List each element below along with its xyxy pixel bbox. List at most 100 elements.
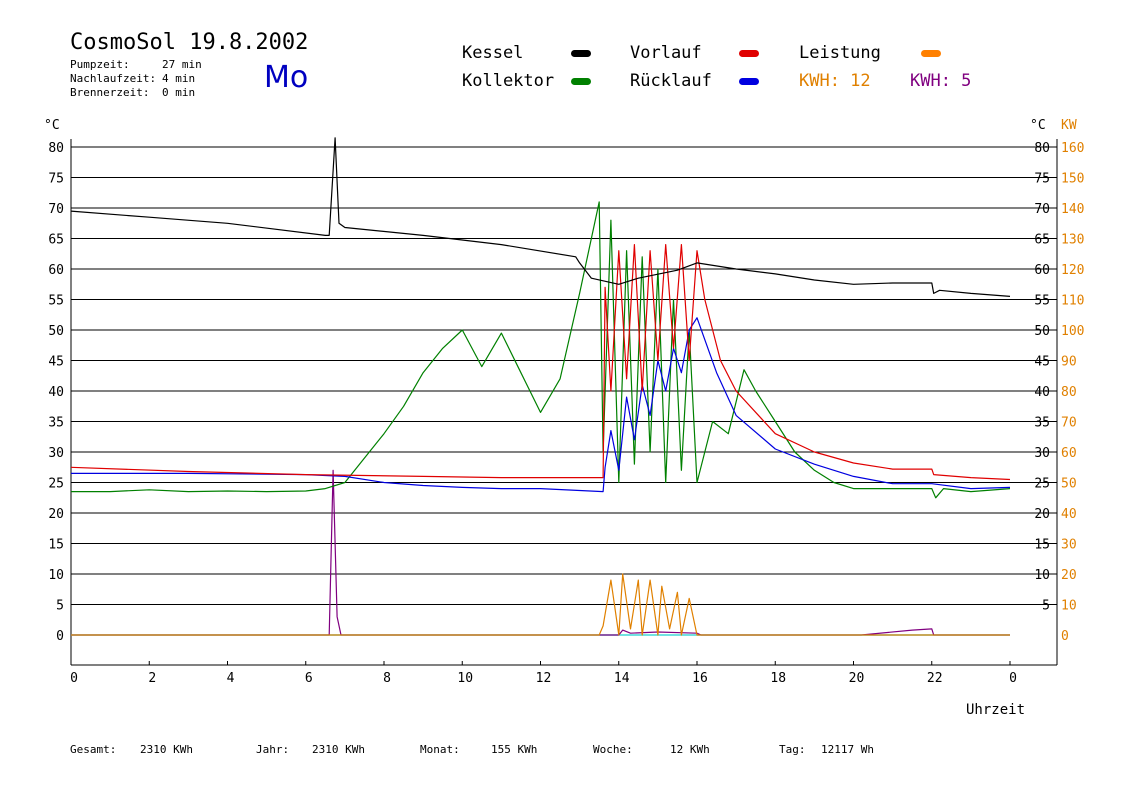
series-line-r-cklauf xyxy=(71,317,1011,493)
footer-monat-label: Monat: xyxy=(420,743,460,756)
legend-kessel-swatch xyxy=(571,50,591,57)
right-axis-unit-kw: KW xyxy=(1061,118,1077,133)
info-nachlaufzeit-value: 4 min xyxy=(162,72,196,85)
y2-tick-label-20: 20 xyxy=(1061,568,1077,583)
y-tick-label-left-45: 45 xyxy=(48,355,64,370)
info-brennerzeit-value: 0 min xyxy=(162,86,196,99)
series-line-kessel xyxy=(70,137,1011,297)
legend-kollektor-swatch xyxy=(571,78,591,85)
x-tick-label-8: 16 xyxy=(692,671,708,686)
y-tick-label-left-70: 70 xyxy=(48,202,64,217)
y-tick-label-right-20: 20 xyxy=(1034,507,1050,522)
y2-tick-label-30: 30 xyxy=(1061,538,1077,553)
x-tick-label-4: 8 xyxy=(383,671,391,686)
y-tick-label-right-10: 10 xyxy=(1034,568,1050,583)
info-brennerzeit-label: Brennerzeit: xyxy=(70,86,150,99)
y-tick-label-right-25: 25 xyxy=(1034,477,1050,492)
x-tick-label-9: 18 xyxy=(770,671,786,686)
chart-title: CosmoSol 19.8.2002 xyxy=(70,30,309,55)
y2-tick-label-150: 150 xyxy=(1061,172,1084,187)
y2-tick-label-90: 90 xyxy=(1061,355,1077,370)
y-tick-label-right-50: 50 xyxy=(1034,324,1050,339)
y-tick-label-right-60: 60 xyxy=(1034,263,1050,278)
y-tick-label-left-75: 75 xyxy=(48,172,64,187)
right-axis-unit-c: °C xyxy=(1030,118,1046,133)
y-tick-label-left-10: 10 xyxy=(48,568,64,583)
y2-tick-label-80: 80 xyxy=(1061,385,1077,400)
x-tick-label-0: 0 xyxy=(70,671,78,686)
legend-kollektor-label: Kollektor xyxy=(462,71,555,91)
x-tick-label-2: 4 xyxy=(227,671,235,686)
legend-kessel-label: Kessel xyxy=(462,43,524,63)
legend-ruecklauf-label: Rücklauf xyxy=(630,71,712,91)
y-tick-label-right-45: 45 xyxy=(1034,355,1050,370)
y-tick-label-left-5: 5 xyxy=(56,599,64,614)
left-axis-unit: °C xyxy=(44,118,60,133)
legend-kwh-left: KWH: 12 xyxy=(799,71,871,91)
y2-tick-label-110: 110 xyxy=(1061,294,1084,309)
y-tick-label-left-20: 20 xyxy=(48,507,64,522)
y-tick-label-right-40: 40 xyxy=(1034,385,1050,400)
legend-vorlauf-swatch xyxy=(739,50,759,57)
y-tick-label-left-30: 30 xyxy=(48,446,64,461)
footer-gesamt-value: 2310 KWh xyxy=(140,743,193,756)
x-tick-label-5: 10 xyxy=(457,671,473,686)
y2-tick-label-130: 130 xyxy=(1061,233,1084,248)
x-tick-label-1: 2 xyxy=(148,671,156,686)
y2-tick-label-100: 100 xyxy=(1061,324,1084,339)
footer-gesamt-label: Gesamt: xyxy=(70,743,117,756)
x-tick-label-12: 0 xyxy=(1009,671,1017,686)
y-tick-label-left-65: 65 xyxy=(48,233,64,248)
y-tick-label-right-35: 35 xyxy=(1034,416,1050,431)
y-tick-label-left-40: 40 xyxy=(48,385,64,400)
legend-kwh-right: KWH: 5 xyxy=(910,71,972,91)
legend-vorlauf-label: Vorlauf xyxy=(630,43,702,63)
x-tick-label-3: 6 xyxy=(305,671,313,686)
y-tick-label-left-60: 60 xyxy=(48,263,64,278)
y2-tick-label-70: 70 xyxy=(1061,416,1077,431)
footer-woche-value: 12 KWh xyxy=(670,743,710,756)
y-tick-label-left-80: 80 xyxy=(48,141,64,156)
legend-leistung-swatch xyxy=(921,50,941,57)
y-tick-label-right-75: 75 xyxy=(1034,172,1050,187)
y-tick-label-right-80: 80 xyxy=(1034,141,1050,156)
x-axis-title: Uhrzeit xyxy=(966,702,1026,718)
footer-woche-label: Woche: xyxy=(593,743,633,756)
y2-tick-label-50: 50 xyxy=(1061,477,1077,492)
y-tick-label-left-25: 25 xyxy=(48,477,64,492)
y-tick-label-left-15: 15 xyxy=(48,538,64,553)
y2-tick-label-120: 120 xyxy=(1061,263,1084,278)
y2-tick-label-10: 10 xyxy=(1061,599,1077,614)
y2-tick-label-140: 140 xyxy=(1061,202,1084,217)
footer-jahr-value: 2310 KWh xyxy=(312,743,365,756)
x-tick-label-10: 20 xyxy=(849,671,865,686)
info-pumpzeit-label: Pumpzeit: xyxy=(70,58,130,71)
y-tick-label-right-5: 5 xyxy=(1042,599,1050,614)
legend-ruecklauf-swatch xyxy=(739,78,759,85)
y2-tick-label-0: 0 xyxy=(1061,629,1069,644)
x-tick-label-7: 14 xyxy=(614,671,630,686)
footer-tag-value: 12117 Wh xyxy=(821,743,874,756)
y-tick-label-left-50: 50 xyxy=(48,324,64,339)
x-tick-label-6: 12 xyxy=(536,671,552,686)
info-nachlaufzeit: Nachlaufzeit: 4 min xyxy=(70,72,196,85)
y-tick-label-right-70: 70 xyxy=(1034,202,1050,217)
footer-monat-value: 155 KWh xyxy=(491,743,538,756)
series-line-vorlauf xyxy=(70,244,1011,481)
info-brennerzeit: Brennerzeit: 0 min xyxy=(70,86,196,99)
weekday-label: Mo xyxy=(264,60,309,95)
y-tick-label-left-35: 35 xyxy=(48,416,64,431)
legend-leistung-label: Leistung xyxy=(799,43,881,63)
series-line-leistung-kwh-12 xyxy=(71,573,1010,636)
y2-tick-label-160: 160 xyxy=(1061,141,1084,156)
y-tick-label-left-55: 55 xyxy=(48,294,64,309)
y-tick-label-left-0: 0 xyxy=(56,629,64,644)
y-tick-label-right-55: 55 xyxy=(1034,294,1050,309)
y-tick-label-right-65: 65 xyxy=(1034,233,1050,248)
x-tick-label-11: 22 xyxy=(927,671,943,686)
y-tick-label-right-30: 30 xyxy=(1034,446,1050,461)
footer-jahr-label: Jahr: xyxy=(256,743,290,756)
y2-tick-label-60: 60 xyxy=(1061,446,1077,461)
y-tick-label-right-15: 15 xyxy=(1034,538,1050,553)
